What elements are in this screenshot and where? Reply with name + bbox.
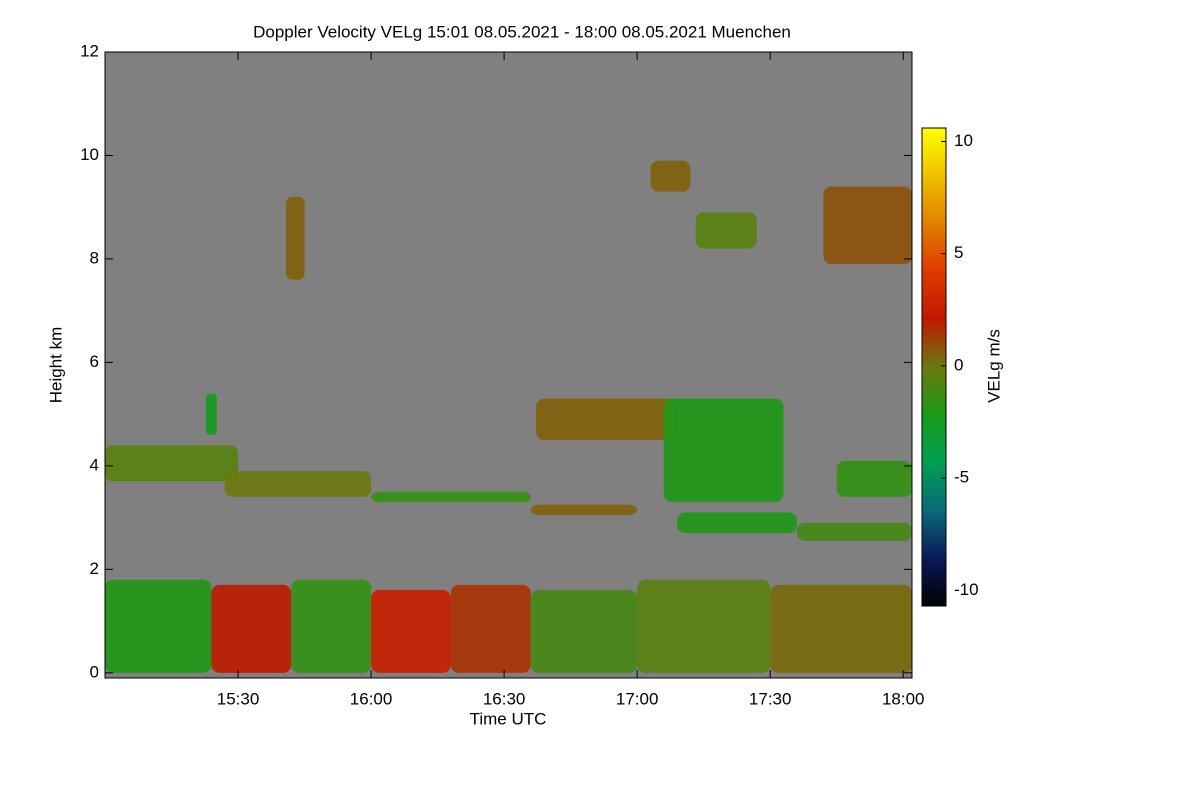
echo-cell [211,584,292,673]
x-tick-label: 17:00 [616,689,659,708]
y-tick-label: 2 [90,559,99,578]
y-tick-label: 8 [90,248,99,267]
colorbar-tick-label: 10 [954,131,973,150]
x-tick-label: 16:30 [483,689,526,708]
echo-cell [663,398,784,503]
x-tick-label: 17:30 [749,689,792,708]
y-axis-title: Height km [46,327,65,404]
echo-cell [291,579,372,673]
x-tick-label: 15:30 [217,689,260,708]
echo-cell [530,504,638,516]
y-tick-label: 12 [80,41,99,60]
y-tick-label: 10 [80,145,99,164]
colorbar-tick-label: 5 [954,243,963,262]
plot-frame [104,51,913,679]
colorbar-title: VELg m/s [984,329,1003,403]
y-tick-label: 4 [90,455,99,474]
x-tick-label: 18:00 [882,689,925,708]
echo-cell [450,584,531,673]
echo-cell [677,512,797,534]
colorbar-tick-label: -10 [954,580,979,599]
x-axis-title: Time UTC [470,709,547,728]
y-tick-label: 6 [90,352,99,371]
colorbar-tick-label: 0 [954,355,963,374]
echo-cell [536,398,678,441]
echo-cell [285,196,305,280]
chart-title: Doppler Velocity VELg 15:01 08.05.2021 -… [253,22,791,41]
echo-cell [206,393,217,435]
echo-cell [823,186,912,265]
echo-cell [105,579,212,673]
echo-cell [105,445,239,482]
echo-cell [530,590,638,673]
echo-cell [371,491,531,503]
y-tick-label: 0 [90,662,99,681]
echo-cell [650,160,691,192]
colorbar-tick-label: -5 [954,468,969,487]
echo-cell [371,590,451,673]
x-tick-label: 16:00 [350,689,393,708]
colorbar [921,127,947,607]
echo-cell [224,471,372,497]
echo-cell [695,212,757,249]
echo-cell [836,460,912,497]
echo-cell [796,522,912,541]
plot-background [105,52,912,678]
echo-cell [770,584,912,673]
echo-cell [637,579,771,673]
